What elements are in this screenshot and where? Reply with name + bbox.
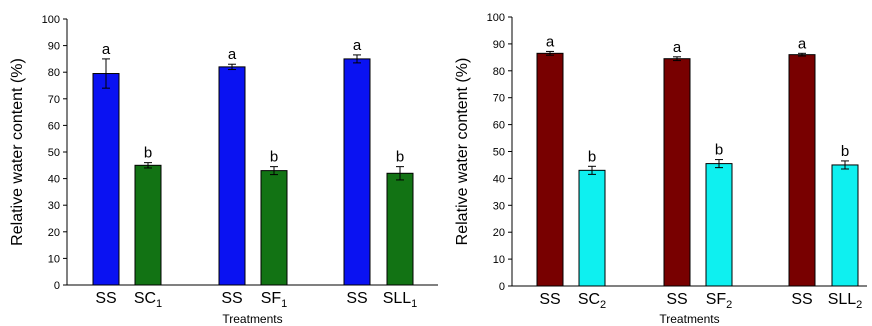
y-tick-label: 90 bbox=[48, 41, 60, 53]
category-label: SS bbox=[221, 290, 242, 307]
y-axis-label: Relative water content (%) bbox=[9, 58, 26, 246]
y-tick-label: 70 bbox=[493, 93, 505, 105]
y-tick-label: 20 bbox=[48, 227, 60, 239]
y-tick-label: 100 bbox=[487, 12, 505, 24]
category-label: SS bbox=[539, 291, 560, 308]
bar bbox=[260, 170, 288, 286]
y-tick-label: 90 bbox=[493, 39, 505, 51]
category-label: SLL2 bbox=[828, 291, 863, 311]
y-axis-label: Relative water content (%) bbox=[454, 58, 471, 246]
y-tick-label: 60 bbox=[48, 120, 60, 132]
y-tick-label: 10 bbox=[48, 253, 60, 265]
y-tick-label: 30 bbox=[493, 200, 505, 212]
significance-letter: b bbox=[144, 145, 152, 162]
y-tick-label: 80 bbox=[48, 67, 60, 79]
y-tick-label: 30 bbox=[48, 200, 60, 212]
y-tick-label: 0 bbox=[54, 280, 60, 292]
y-tick-label: 50 bbox=[48, 147, 60, 159]
significance-letter: b bbox=[588, 148, 596, 165]
bar bbox=[134, 164, 162, 286]
significance-letter: b bbox=[715, 142, 723, 159]
bar bbox=[705, 163, 733, 287]
significance-letter: a bbox=[228, 46, 237, 63]
significance-letter: a bbox=[673, 39, 682, 56]
significance-letter: a bbox=[546, 33, 555, 50]
y-tick-label: 100 bbox=[42, 14, 60, 26]
category-label: SLL1 bbox=[383, 290, 418, 310]
y-tick-label: 40 bbox=[48, 174, 60, 186]
bar bbox=[578, 169, 606, 287]
significance-letter: a bbox=[353, 37, 362, 54]
y-tick-label: 50 bbox=[493, 147, 505, 159]
significance-letter: b bbox=[270, 149, 278, 166]
bar bbox=[218, 66, 246, 286]
category-label: SS bbox=[666, 291, 687, 308]
significance-letter: b bbox=[396, 149, 404, 166]
bar bbox=[788, 54, 816, 287]
chart-panel-2: 0 10 20 30 40 50 60 70 80 90 100 Relative water con… bbox=[454, 12, 867, 326]
significance-letter: a bbox=[798, 35, 807, 52]
significance-letter: b bbox=[841, 143, 849, 160]
category-label: SF1 bbox=[261, 290, 288, 310]
category-label: SS bbox=[791, 291, 812, 308]
x-axis-label: Treatments bbox=[659, 312, 719, 326]
category-label: SC1 bbox=[134, 290, 162, 310]
y-tick-label: 40 bbox=[493, 173, 505, 185]
bar bbox=[831, 164, 859, 287]
category-label: SC2 bbox=[578, 291, 606, 311]
y-tick-label: 0 bbox=[499, 281, 505, 293]
y-tick-label: 20 bbox=[493, 227, 505, 239]
bar bbox=[92, 73, 120, 286]
chart-panel-1: 0 10 20 30 40 50 60 70 80 90 100 Relative water con… bbox=[9, 14, 438, 326]
significance-letter: a bbox=[102, 41, 111, 58]
y-tick-label: 10 bbox=[493, 254, 505, 266]
bar bbox=[343, 58, 371, 286]
y-tick-label: 80 bbox=[493, 66, 505, 78]
category-label: SS bbox=[95, 290, 116, 307]
category-label: SS bbox=[346, 290, 367, 307]
y-tick-label: 60 bbox=[493, 120, 505, 132]
bar bbox=[536, 52, 564, 287]
category-label: SF2 bbox=[706, 291, 733, 311]
y-tick-label: 70 bbox=[48, 94, 60, 106]
bar bbox=[386, 172, 414, 286]
x-axis-label: Treatments bbox=[222, 312, 282, 326]
bar bbox=[663, 58, 691, 287]
